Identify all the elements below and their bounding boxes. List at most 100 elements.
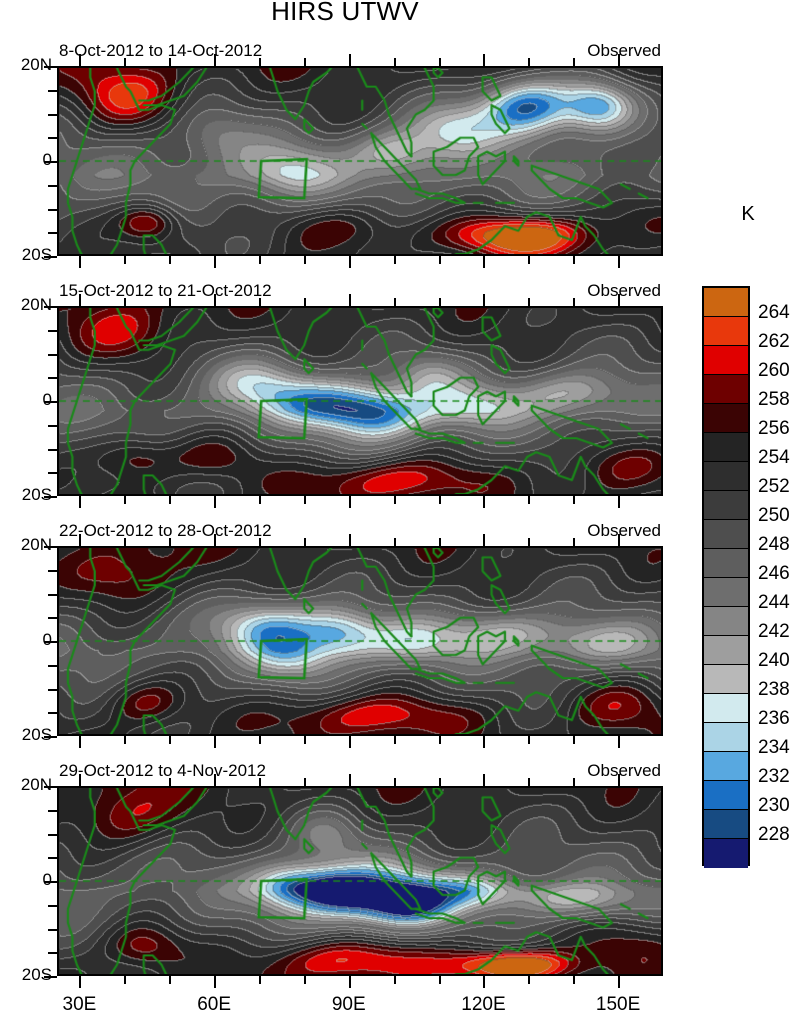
panel-date-range: 22-Oct-2012 to 28-Oct-2012 [59,521,272,540]
y-axis-tick [48,184,57,187]
x-axis-tick [393,256,396,264]
y-axis-tick [48,208,57,211]
x-axis-tick [79,534,82,546]
x-axis-tick [438,496,441,504]
colorbar-swatch[interactable] [704,839,748,868]
y-axis-label: 20N [20,775,52,794]
x-axis-tick [259,256,261,264]
y-axis-tick [48,833,57,836]
colorbar-swatch[interactable] [704,781,748,810]
colorbar-swatch[interactable] [704,462,748,491]
x-axis-tick [214,54,217,66]
x-axis-tick [483,774,486,786]
panel-data-source-label: Observed [587,281,661,300]
colorbar-tick-label: 228 [758,824,790,845]
colorbar-swatch[interactable] [704,520,748,549]
y-axis-tick [48,688,57,691]
x-axis-tick [573,298,576,306]
x-axis-tick [618,54,621,66]
colorbar-tick-label: 230 [758,795,790,816]
x-axis-tick [573,736,576,744]
colorbar-swatch[interactable] [704,404,748,433]
colorbar-tick-label: 240 [758,650,790,671]
x-axis-tick [124,538,127,546]
panel-data-source-label: Observed [587,41,661,60]
y-axis-tick [44,786,57,788]
map-panel-2: 15-Oct-2012 to 21-Oct-2012 Observed 20N 0 20… [21,281,663,508]
colorbar-swatch[interactable] [704,346,748,375]
x-axis-tick [483,496,486,508]
map-panel-1: 8-Oct-2012 to 14-Oct-2012 Observed 20N 0 20S [21,41,663,268]
colorbar-swatch[interactable] [704,665,748,694]
colorbar-tick-label: 264 [758,302,790,323]
x-axis-tick [348,736,351,748]
colorbar-swatch[interactable] [704,549,748,578]
y-axis-tick [44,881,57,883]
x-axis-tick [79,496,82,508]
x-axis-tick [393,58,396,66]
colorbar-swatch[interactable] [704,578,748,607]
x-axis-tick [393,778,396,786]
x-axis-tick [79,294,82,306]
colorbar-swatch[interactable] [704,694,748,723]
colorbar-swatch[interactable] [704,288,748,317]
x-axis-tick [169,736,172,744]
x-axis-tick [259,778,261,786]
x-axis-tick [124,778,127,786]
y-axis-tick [44,256,57,258]
map-panel-4: 29-Oct-2012 to 4-Nov-2012 Observed 20N 0 20S [21,761,663,988]
x-axis-tick [528,976,531,984]
colorbar-tick-label: 260 [758,360,790,381]
colorbar-swatch[interactable] [704,810,748,839]
x-axis-tick [79,54,82,66]
x-axis-tick [393,298,396,306]
x-axis-tick [528,778,531,786]
y-axis-tick [48,89,57,92]
x-axis-tick [79,256,82,268]
x-axis-label: 30E [62,994,97,1015]
colorbar-swatch[interactable] [704,375,748,404]
y-axis-tick [44,496,57,498]
colorbar-swatch[interactable] [704,317,748,346]
x-axis-tick [348,294,351,306]
colorbar-swatch[interactable] [704,723,748,752]
x-axis-tick [214,774,217,786]
colorbar-swatch[interactable] [704,491,748,520]
panel-plot-area [57,306,663,496]
y-axis-label: 20S [21,725,52,744]
x-axis-tick [528,496,531,504]
panel-date-range: 29-Oct-2012 to 4-Nov-2012 [59,761,266,780]
x-axis-tick [438,976,441,984]
x-axis-label: 60E [197,994,232,1015]
y-axis-tick [48,664,57,667]
x-axis-tick [303,298,306,306]
colorbar-tick-label: 252 [758,476,790,497]
colorbar-tick-label: 236 [758,708,790,729]
x-axis-tick [618,294,621,306]
y-axis-label: 20N [20,55,52,74]
y-axis-label: 20N [20,535,52,554]
x-axis-tick [483,976,486,988]
colorbar-swatch[interactable] [704,433,748,462]
y-axis-tick [48,377,57,380]
colorbar-swatch[interactable] [704,636,748,665]
x-axis-tick [618,976,621,988]
x-axis-tick [79,736,82,748]
x-axis-tick [259,58,261,66]
x-axis-tick [573,496,576,504]
y-axis-tick [44,976,57,978]
y-axis-tick [48,712,57,715]
x-axis-tick [169,778,172,786]
y-axis-label: 0 [42,630,52,649]
panel-map-canvas [59,788,661,974]
colorbar-swatch[interactable] [704,752,748,781]
colorbar-swatch[interactable] [704,607,748,636]
y-axis-tick [48,593,57,596]
y-axis-tick [48,353,57,356]
y-axis-tick [48,952,57,955]
y-axis-label: 0 [42,150,52,169]
colorbar[interactable] [702,286,750,868]
y-axis-label: 20S [21,485,52,504]
panel-plot-area [57,66,663,256]
x-axis-tick [124,58,127,66]
